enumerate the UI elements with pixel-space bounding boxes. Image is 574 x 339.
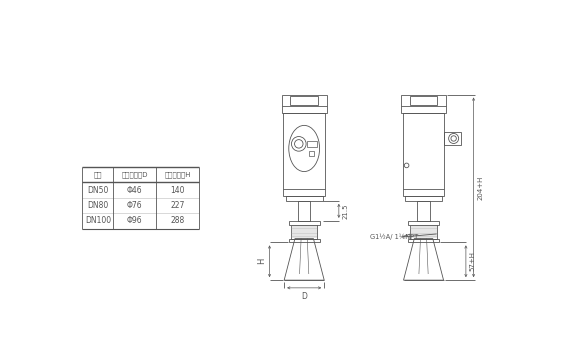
- Text: 57+H: 57+H: [470, 251, 476, 271]
- Text: 21.5: 21.5: [343, 203, 348, 219]
- Bar: [298, 201, 311, 221]
- Text: 喇叭口直径D: 喇叭口直径D: [122, 171, 148, 178]
- Text: H: H: [257, 258, 266, 264]
- Bar: [405, 196, 442, 201]
- Bar: [289, 221, 320, 225]
- Bar: [289, 239, 320, 242]
- Bar: [291, 225, 317, 239]
- Text: 227: 227: [170, 201, 185, 210]
- Text: 288: 288: [171, 216, 185, 225]
- Text: D: D: [301, 292, 307, 301]
- Text: 204+H: 204+H: [478, 175, 483, 200]
- Bar: [309, 151, 314, 156]
- Text: 140: 140: [170, 185, 185, 195]
- Bar: [290, 96, 318, 105]
- Text: 法兰: 法兰: [94, 171, 102, 178]
- Bar: [286, 196, 323, 201]
- Bar: [417, 201, 430, 221]
- Text: Φ46: Φ46: [127, 185, 142, 195]
- Text: Φ96: Φ96: [127, 216, 142, 225]
- Bar: [403, 113, 444, 196]
- Bar: [307, 141, 316, 147]
- Text: DN80: DN80: [87, 201, 108, 210]
- Text: G1½A/ 1½NPT: G1½A/ 1½NPT: [370, 234, 418, 240]
- Bar: [408, 239, 439, 242]
- Text: 喇叭口高度H: 喇叭口高度H: [165, 171, 191, 178]
- Text: Φ76: Φ76: [127, 201, 142, 210]
- Bar: [408, 221, 439, 225]
- Bar: [410, 225, 437, 239]
- Bar: [410, 96, 437, 105]
- Bar: [284, 113, 325, 196]
- Text: DN100: DN100: [85, 216, 111, 225]
- Bar: [282, 95, 327, 113]
- Text: DN50: DN50: [87, 185, 108, 195]
- Bar: [444, 132, 461, 145]
- Bar: [401, 95, 446, 113]
